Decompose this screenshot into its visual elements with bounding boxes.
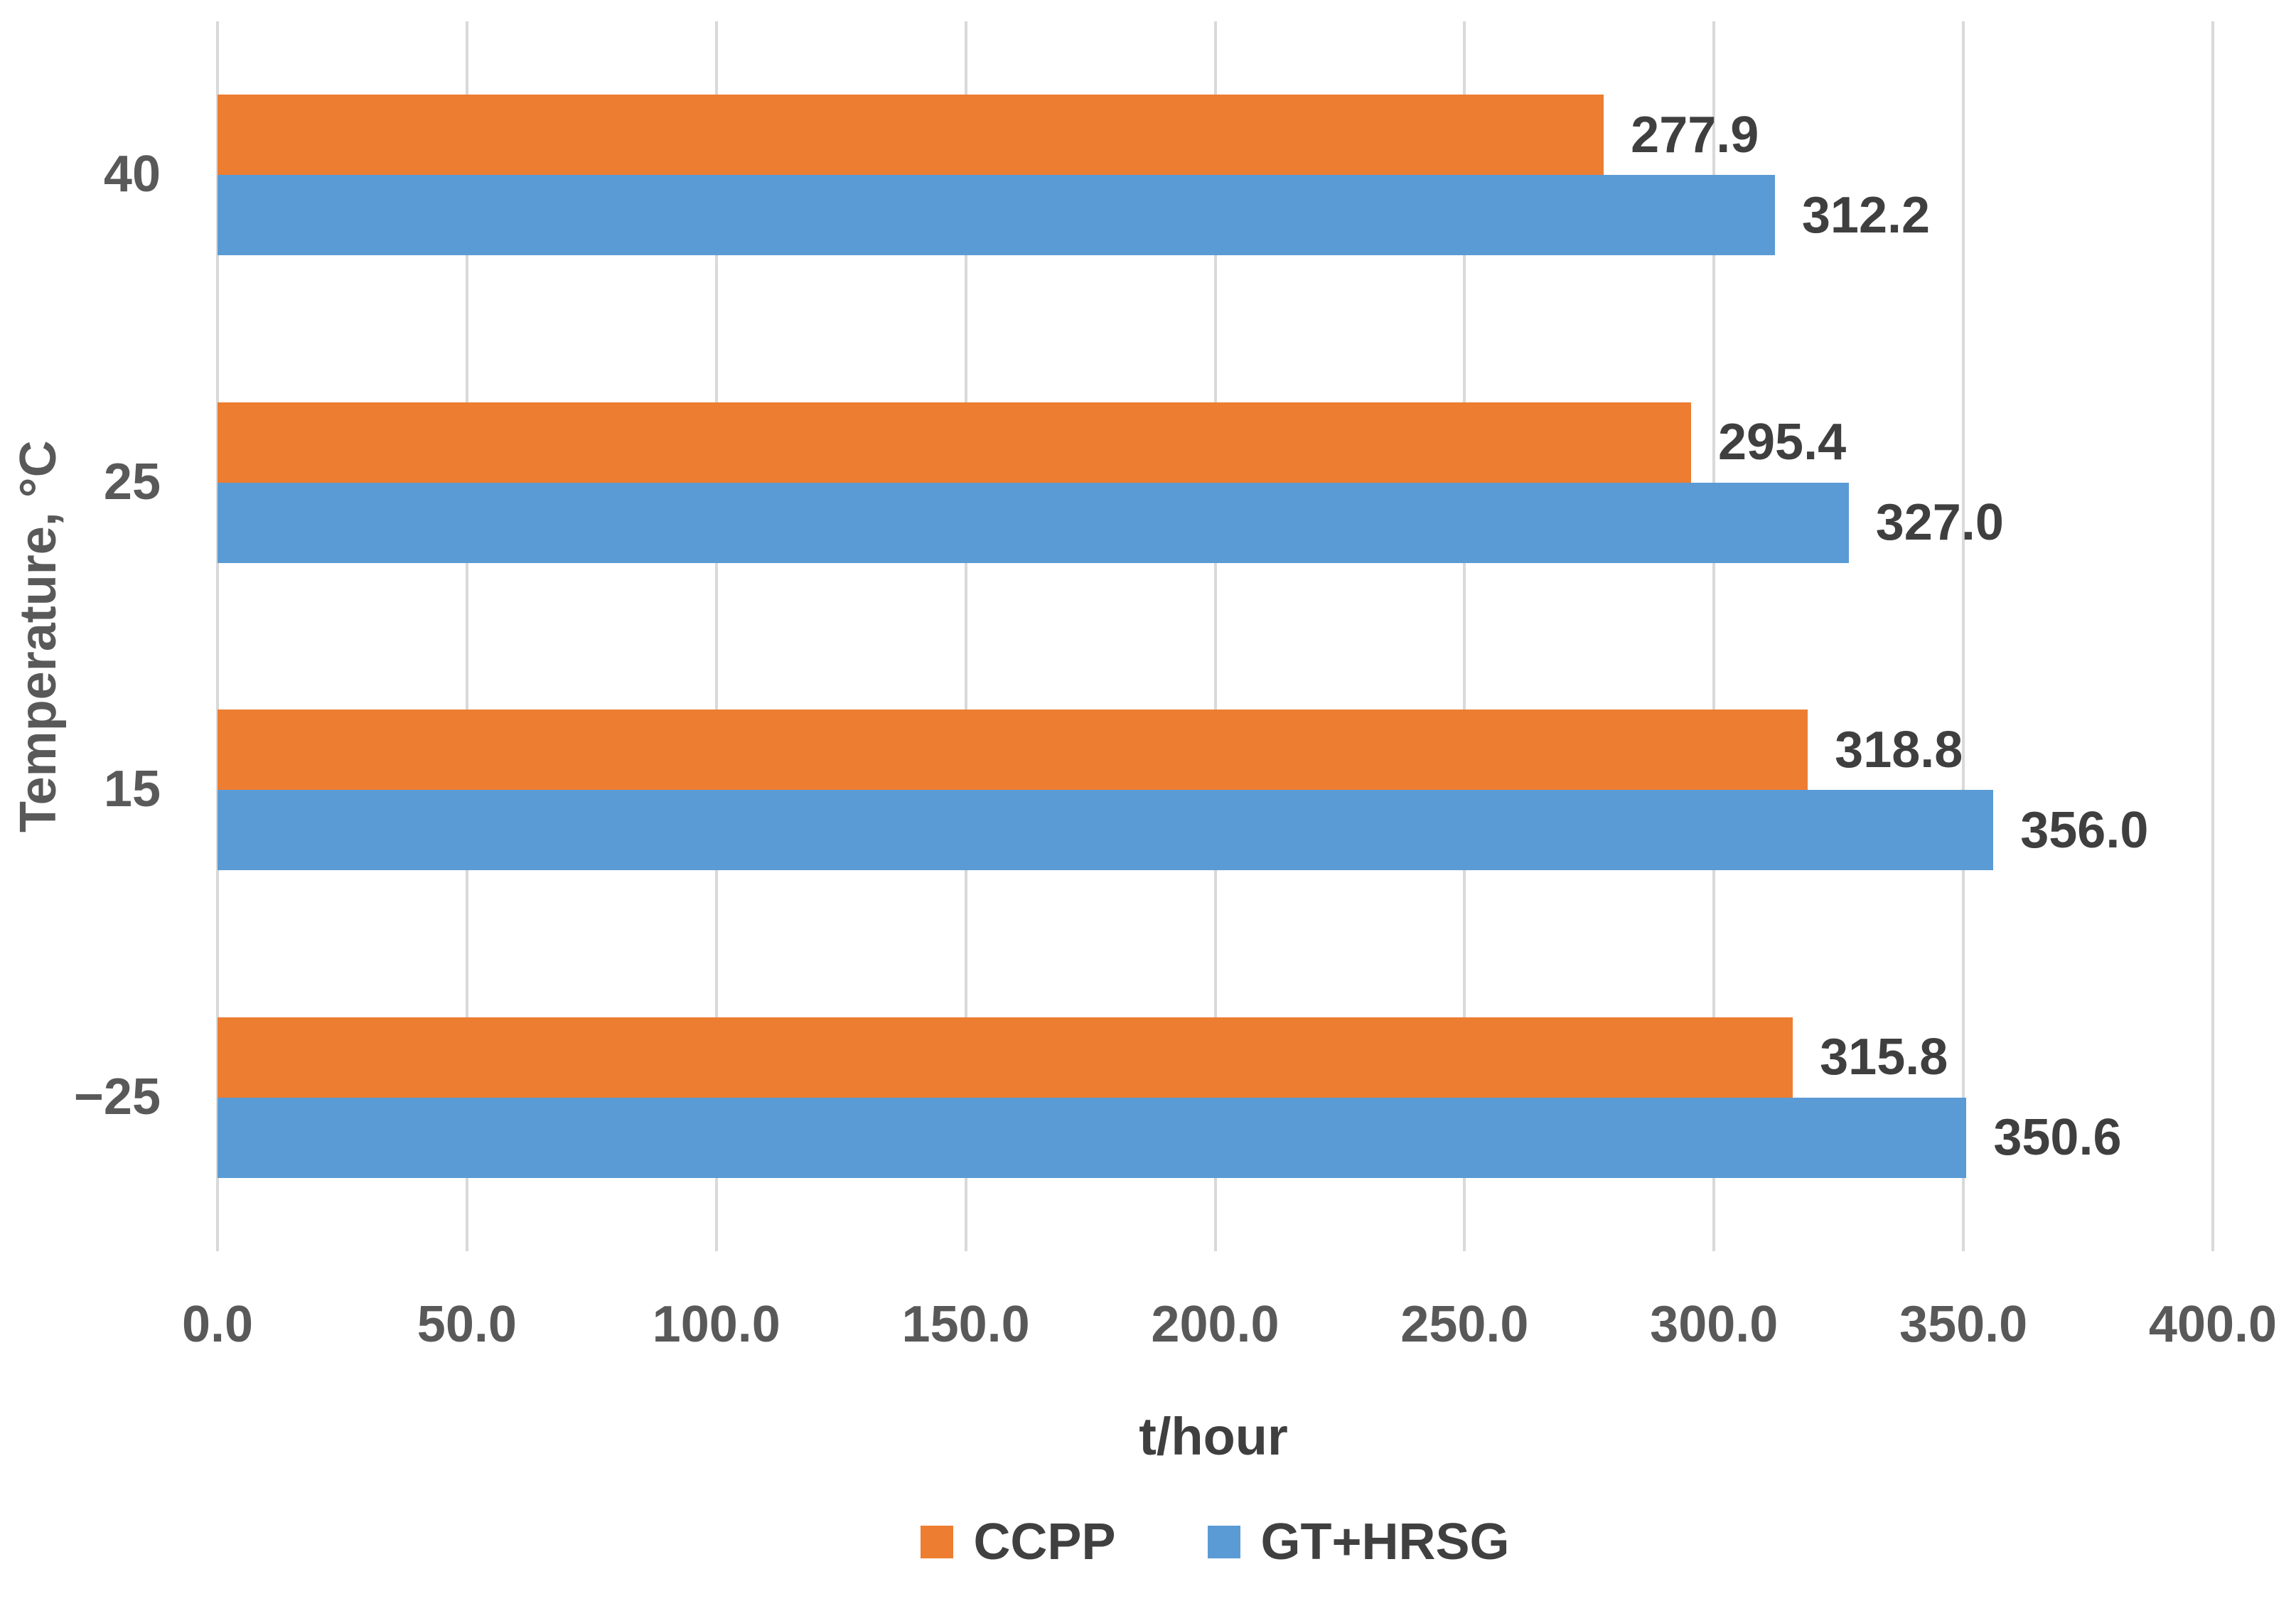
category-label-25: 25 (103, 453, 161, 510)
data-label: 350.6 (1993, 1109, 2122, 1167)
legend-label-gt-hrsg: GT+HRSG (1260, 1514, 1510, 1570)
data-label: 277.9 (1631, 106, 1759, 164)
x-tick-label-150.0: 150.0 (901, 1296, 1030, 1353)
gridline-x-350 (1962, 21, 1965, 1251)
gridline-x-300 (1712, 21, 1716, 1251)
ccpp-swatch-icon (921, 1526, 954, 1558)
x-tick-label-0.0: 0.0 (181, 1296, 254, 1353)
data-label: 327.0 (1875, 494, 2004, 552)
legend-item-gt-hrsg: GT+HRSG (1208, 1513, 1510, 1571)
gridline-x-100 (714, 21, 718, 1251)
gridline-x-200 (1213, 21, 1217, 1251)
x-tick-label-300.0: 300.0 (1650, 1296, 1779, 1353)
data-label: 295.4 (1717, 414, 1847, 471)
legend-label-ccpp: CCPP (973, 1514, 1116, 1570)
bar-gt-hrsg-40 (218, 175, 1775, 256)
bar-gt-hrsg-minus25 (218, 1097, 1967, 1178)
gt-hrsg-swatch-icon (1208, 1526, 1241, 1558)
legend: CCPP GT+HRSG (218, 1513, 2213, 1571)
bar-gt-hrsg-25 (218, 482, 1849, 563)
bar-gt-hrsg-15 (218, 790, 1994, 871)
data-label: 315.8 (1820, 1029, 1948, 1086)
x-tick-label-250.0: 250.0 (1400, 1296, 1529, 1353)
gridline-x-250 (1463, 21, 1466, 1251)
y-axis-title: Temperature, °C (10, 440, 67, 833)
legend-item-ccpp: CCPP (921, 1513, 1115, 1571)
data-label: 312.2 (1801, 186, 1931, 244)
data-label: 356.0 (2020, 801, 2149, 859)
x-tick-label-350.0: 350.0 (1899, 1296, 2028, 1353)
bar-ccpp-minus25 (218, 1017, 1793, 1098)
x-axis-title: t/hour (1139, 1407, 1288, 1466)
bar-ccpp-15 (218, 710, 1808, 791)
x-tick-label-100.0: 100.0 (652, 1296, 780, 1353)
x-tick-label-50.0: 50.0 (417, 1296, 517, 1353)
category-label-40: 40 (103, 146, 161, 203)
gridline-x-400 (2211, 21, 2214, 1251)
data-label: 318.8 (1835, 721, 1963, 778)
plot-area: 277.9 312.2 295.4 327.0 318.8 356.0 315.8 350.6 (216, 21, 2214, 1251)
x-tick-label-200.0: 200.0 (1151, 1296, 1280, 1353)
category-label-minus25: −25 (73, 1068, 161, 1125)
x-tick-label-400.0: 400.0 (2148, 1296, 2278, 1353)
bar-ccpp-40 (218, 95, 1604, 176)
gridline-x-150 (964, 21, 967, 1251)
bar-ccpp-25 (218, 402, 1691, 483)
category-label-15: 15 (103, 761, 161, 818)
gridline-x-50 (465, 21, 468, 1251)
gridline-x-0 (216, 21, 219, 1251)
